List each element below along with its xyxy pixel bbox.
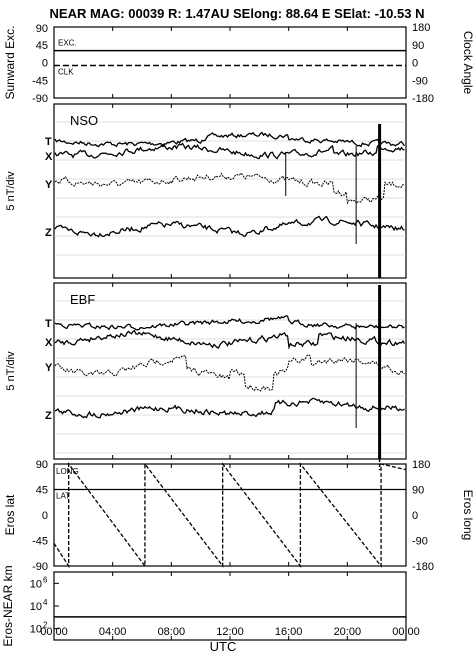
panel-gridlines bbox=[54, 121, 406, 454]
trace-label-y: Y bbox=[45, 362, 53, 374]
series-label: EXC. bbox=[58, 39, 77, 48]
right-tick-label: 0 bbox=[412, 58, 418, 70]
left-tick-label: 90 bbox=[36, 23, 48, 35]
y-axis-label-ebf: 5 nT/div bbox=[5, 351, 17, 391]
left-tick-label: 45 bbox=[36, 40, 48, 52]
right-tick-label: -180 bbox=[412, 93, 434, 105]
right-tick-label: 180 bbox=[412, 22, 430, 34]
y-axis-label-left: Sunward Exc. bbox=[3, 25, 17, 99]
x-tick-label: 08:00 bbox=[158, 626, 186, 638]
x-tick-label: 00:00 bbox=[40, 626, 68, 638]
left-tick-label: 0 bbox=[42, 58, 48, 70]
y-tick-exponent: 4 bbox=[43, 598, 48, 607]
trace-label-x: X bbox=[45, 151, 53, 163]
right-tick-label: 0 bbox=[412, 510, 418, 522]
right-tick-label: 90 bbox=[412, 40, 424, 52]
left-tick-label: -90 bbox=[32, 561, 48, 573]
left-tick-label: 90 bbox=[36, 459, 48, 471]
chart-title: NEAR MAG: 00039 R: 1.47AU SElong: 88.64 … bbox=[50, 6, 425, 21]
panel-frame-1 bbox=[53, 26, 407, 99]
right-tick-label: -180 bbox=[412, 561, 434, 573]
right-tick-label: 90 bbox=[412, 485, 424, 497]
trace-ebf-z bbox=[54, 397, 405, 419]
trace-nso-t bbox=[54, 131, 406, 148]
y-tick-exponent: 6 bbox=[43, 575, 48, 584]
tick-labels: 90 45 0 -45 -90 180 90 0 -90 -180 90 45 0 -45 -90 180 90… bbox=[30, 22, 434, 638]
panel-label-ebf: EBF bbox=[70, 292, 95, 307]
panel-frame-2 bbox=[53, 103, 407, 279]
x-tick-label: 00:00 bbox=[392, 626, 420, 638]
y-axis-label-left: Eros lat bbox=[3, 494, 17, 535]
y-axis-label: Eros-NEAR km bbox=[1, 565, 15, 646]
left-tick-label: 45 bbox=[36, 485, 48, 497]
series-label: CLK bbox=[58, 67, 74, 76]
axis-labels: EXC. CLK Sunward Exc. Clock Angle NSO 5 nT/di… bbox=[1, 25, 474, 646]
x-tick-label: 04:00 bbox=[99, 626, 127, 638]
y-axis-label-right: Eros long bbox=[461, 490, 474, 541]
left-tick-label: -45 bbox=[32, 536, 48, 548]
y-tick-label: 10 bbox=[30, 624, 42, 636]
trace-ebf-x bbox=[54, 329, 406, 350]
trace-label-z: Z bbox=[45, 410, 52, 422]
series-long bbox=[53, 462, 407, 569]
trace-nso-z bbox=[54, 215, 405, 238]
trace-ebf-t bbox=[54, 315, 405, 331]
trace-ebf-y bbox=[54, 353, 405, 392]
trace-nso-y bbox=[54, 172, 405, 205]
x-tick-label: 12:00 bbox=[216, 626, 244, 638]
left-tick-label: 0 bbox=[42, 510, 48, 522]
left-tick-label: -45 bbox=[32, 75, 48, 87]
series-label-lat: LAT bbox=[56, 492, 70, 501]
y-tick-exponent: 2 bbox=[43, 621, 48, 630]
right-tick-label: -90 bbox=[412, 75, 428, 87]
trace-label-z: Z bbox=[45, 227, 52, 239]
right-tick-label: 180 bbox=[412, 459, 430, 471]
x-tick-label: 20:00 bbox=[334, 626, 362, 638]
panel-frames bbox=[53, 26, 407, 641]
panel-label-nso: NSO bbox=[70, 113, 98, 128]
y-tick-label: 10 bbox=[30, 601, 42, 613]
y-axis-label-nso: 5 nT/div bbox=[5, 171, 17, 211]
y-tick-label: 10 bbox=[30, 578, 42, 590]
x-axis-label: UTC bbox=[210, 639, 237, 654]
trace-label-t: T bbox=[45, 136, 52, 148]
x-tick-label: 16:00 bbox=[275, 626, 303, 638]
left-tick-label: -90 bbox=[32, 93, 48, 105]
trace-label-x: X bbox=[45, 337, 53, 349]
series-label-long: LONG bbox=[56, 467, 79, 476]
right-tick-label: -90 bbox=[412, 536, 428, 548]
data-traces bbox=[53, 49, 407, 618]
trace-label-t: T bbox=[45, 318, 52, 330]
trace-label-y: Y bbox=[45, 179, 53, 191]
y-axis-label-right: Clock Angle bbox=[461, 31, 474, 95]
trace-nso-x bbox=[54, 142, 405, 160]
